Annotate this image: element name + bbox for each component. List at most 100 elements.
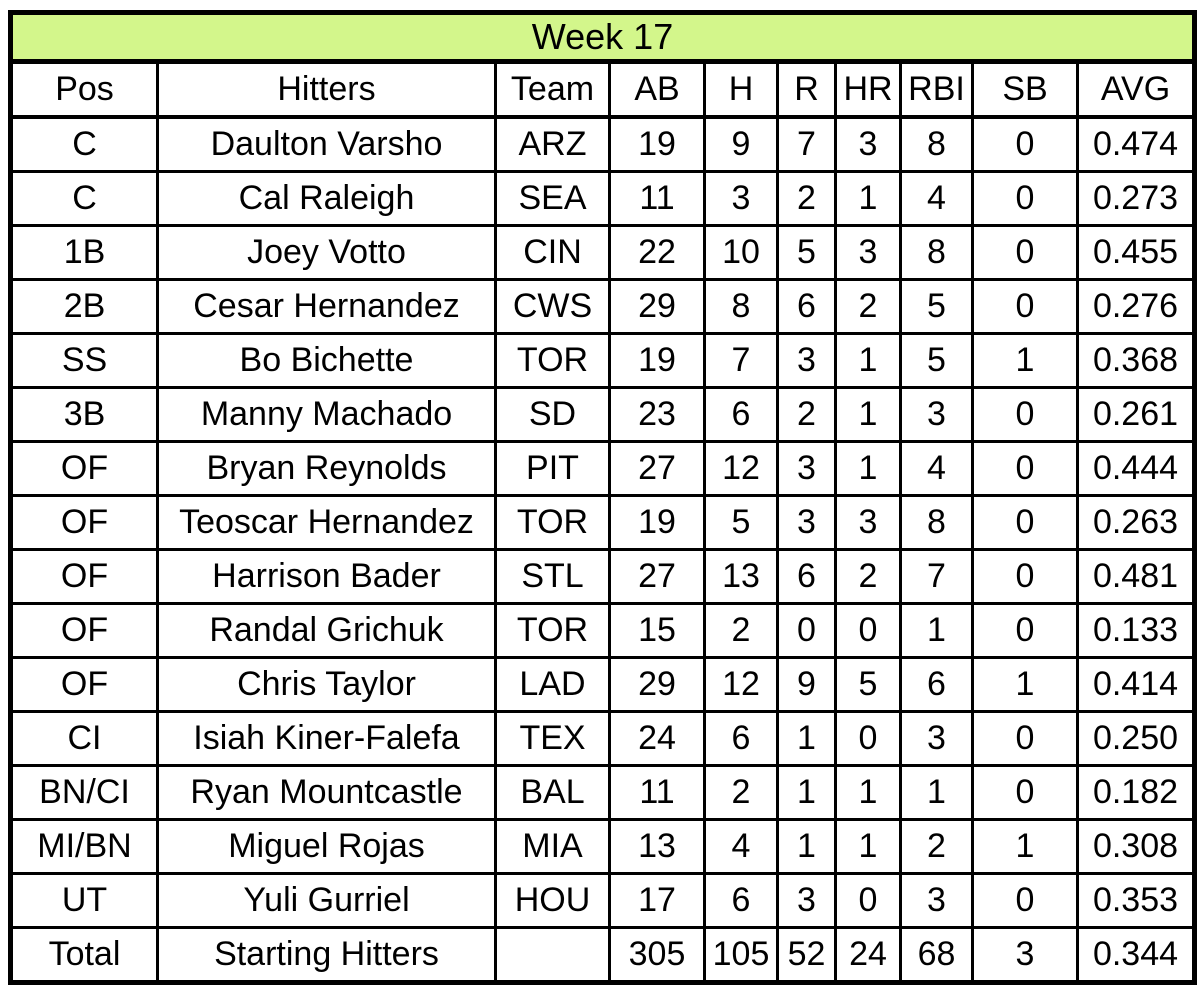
cell-ab: 24 <box>608 710 706 767</box>
cell-h: 2 <box>703 602 779 659</box>
cell-h: 4 <box>703 818 779 875</box>
cell-hr: 0 <box>834 602 902 659</box>
cell-rbi: 3 <box>899 386 974 443</box>
cell-hr: 0 <box>834 710 902 767</box>
table-body: C Daulton Varsho ARZ 19 9 7 3 8 0 0.474 … <box>9 115 1197 984</box>
cell-pos: 2B <box>9 278 159 335</box>
cell-ab: 305 <box>608 926 706 984</box>
cell-hitter: Joey Votto <box>156 224 497 281</box>
cell-hr: 2 <box>834 278 902 335</box>
cell-ab: 22 <box>608 224 706 281</box>
cell-rbi: 4 <box>899 170 974 227</box>
table-row: SS Bo Bichette TOR 19 7 3 1 5 1 0.368 <box>9 332 1197 389</box>
cell-rbi: 7 <box>899 548 974 605</box>
cell-h: 9 <box>703 115 779 173</box>
hitters-stats-table: Week 17 Pos Hitters Team AB H R HR RBI S… <box>8 10 1198 985</box>
cell-r: 5 <box>776 224 837 281</box>
cell-r: 6 <box>776 278 837 335</box>
column-header-ab: AB <box>608 60 706 119</box>
cell-hitter: Ryan Mountcastle <box>156 764 497 821</box>
cell-h: 5 <box>703 494 779 551</box>
column-header-hr: HR <box>834 60 902 119</box>
cell-avg: 0.481 <box>1075 548 1197 605</box>
table-row: C Cal Raleigh SEA 11 3 2 1 4 0 0.273 <box>9 170 1197 227</box>
cell-pos: MI/BN <box>9 818 159 875</box>
cell-hr: 24 <box>834 926 902 984</box>
column-header-team: Team <box>494 60 611 119</box>
cell-r: 2 <box>776 386 837 443</box>
table-row: OF Chris Taylor LAD 29 12 9 5 6 1 0.414 <box>9 656 1197 713</box>
cell-h: 12 <box>703 656 779 713</box>
cell-avg: 0.474 <box>1075 115 1197 173</box>
cell-hr: 1 <box>834 386 902 443</box>
cell-avg: 0.368 <box>1075 332 1197 389</box>
cell-hitter: Harrison Bader <box>156 548 497 605</box>
cell-rbi: 4 <box>899 440 974 497</box>
cell-avg: 0.308 <box>1075 818 1197 875</box>
cell-r: 2 <box>776 170 837 227</box>
cell-r: 1 <box>776 818 837 875</box>
cell-r: 3 <box>776 494 837 551</box>
cell-hr: 1 <box>834 818 902 875</box>
table-row: OF Harrison Bader STL 27 13 6 2 7 0 0.48… <box>9 548 1197 605</box>
cell-team: HOU <box>494 872 611 929</box>
cell-r: 1 <box>776 710 837 767</box>
cell-sb: 0 <box>971 115 1079 173</box>
cell-h: 8 <box>703 278 779 335</box>
cell-hr: 1 <box>834 440 902 497</box>
cell-hitter: Cesar Hernandez <box>156 278 497 335</box>
cell-avg: 0.273 <box>1075 170 1197 227</box>
cell-avg: 0.414 <box>1075 656 1197 713</box>
cell-hr: 3 <box>834 494 902 551</box>
cell-team: STL <box>494 548 611 605</box>
cell-sb: 0 <box>971 548 1079 605</box>
cell-team: TEX <box>494 710 611 767</box>
title-row: Week 17 <box>8 11 1197 64</box>
cell-pos: UT <box>9 872 159 929</box>
table-row: UT Yuli Gurriel HOU 17 6 3 0 3 0 0.353 <box>9 872 1197 929</box>
cell-ab: 11 <box>608 170 706 227</box>
cell-rbi: 3 <box>899 710 974 767</box>
cell-ab: 13 <box>608 818 706 875</box>
cell-rbi: 5 <box>899 278 974 335</box>
cell-h: 10 <box>703 224 779 281</box>
cell-avg: 0.455 <box>1075 224 1197 281</box>
cell-r: 1 <box>776 764 837 821</box>
table-row: 1B Joey Votto CIN 22 10 5 3 8 0 0.455 <box>9 224 1197 281</box>
cell-pos: 3B <box>9 386 159 443</box>
cell-hitter: Miguel Rojas <box>156 818 497 875</box>
table-row: OF Teoscar Hernandez TOR 19 5 3 3 8 0 0.… <box>9 494 1197 551</box>
cell-hitter: Cal Raleigh <box>156 170 497 227</box>
cell-avg: 0.250 <box>1075 710 1197 767</box>
cell-h: 6 <box>703 710 779 767</box>
cell-rbi: 6 <box>899 656 974 713</box>
cell-sb: 1 <box>971 818 1079 875</box>
cell-sb: 1 <box>971 332 1079 389</box>
cell-hitter: Starting Hitters <box>156 926 497 984</box>
cell-pos: 1B <box>9 224 159 281</box>
cell-rbi: 68 <box>899 926 974 984</box>
cell-h: 105 <box>703 926 779 984</box>
cell-rbi: 1 <box>899 602 974 659</box>
cell-pos: SS <box>9 332 159 389</box>
cell-sb: 0 <box>971 494 1079 551</box>
cell-hitter: Chris Taylor <box>156 656 497 713</box>
cell-sb: 0 <box>971 278 1079 335</box>
column-header-sb: SB <box>971 60 1079 119</box>
cell-avg: 0.344 <box>1075 926 1197 984</box>
cell-team: PIT <box>494 440 611 497</box>
cell-avg: 0.182 <box>1075 764 1197 821</box>
cell-sb: 3 <box>971 926 1079 984</box>
table-row: 3B Manny Machado SD 23 6 2 1 3 0 0.261 <box>9 386 1197 443</box>
cell-hr: 3 <box>834 115 902 173</box>
cell-h: 6 <box>703 386 779 443</box>
cell-hr: 1 <box>834 764 902 821</box>
cell-sb: 0 <box>971 386 1079 443</box>
cell-h: 7 <box>703 332 779 389</box>
cell-ab: 29 <box>608 656 706 713</box>
cell-ab: 19 <box>608 115 706 173</box>
cell-r: 3 <box>776 872 837 929</box>
cell-sb: 0 <box>971 710 1079 767</box>
cell-ab: 15 <box>608 602 706 659</box>
cell-hitter: Randal Grichuk <box>156 602 497 659</box>
